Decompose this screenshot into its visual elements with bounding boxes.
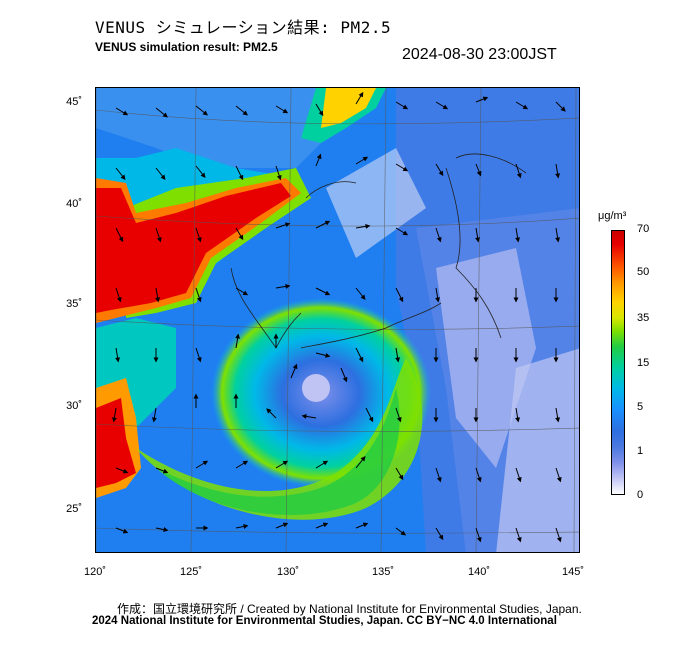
map-panel <box>95 87 580 553</box>
colorbar-label-1: 1 <box>637 445 644 457</box>
colorbar <box>611 230 625 495</box>
credit-line: 作成：国立環境研究所 / Created by National Institu… <box>117 602 582 616</box>
colorbar-label-0: 0 <box>637 489 644 501</box>
lon-tick-145: 145˚ <box>561 566 585 578</box>
license-line: 2024 National Institute for Environmenta… <box>92 615 557 627</box>
pm25-field <box>96 88 579 552</box>
title-en: VENUS simulation result: PM2.5 <box>95 40 278 54</box>
lat-tick-25: 25˚ <box>66 503 82 515</box>
lat-tick-40: 40˚ <box>66 198 82 210</box>
colorbar-label-70: 70 <box>637 223 650 235</box>
lon-tick-120: 120˚ <box>83 566 107 578</box>
timestamp: 2024-08-30 23:00JST <box>402 46 557 63</box>
colorbar-label-50: 50 <box>637 266 650 278</box>
colorbar-label-15: 15 <box>637 357 650 369</box>
colorbar-label-5: 5 <box>637 401 644 413</box>
lat-tick-35: 35˚ <box>66 298 82 310</box>
title-jp: VENUS シミュレーション結果: PM2.5 <box>95 18 392 37</box>
lat-tick-30: 30˚ <box>66 400 82 412</box>
colorbar-label-35: 35 <box>637 312 650 324</box>
lon-tick-135: 135˚ <box>371 566 395 578</box>
lon-tick-125: 125˚ <box>179 566 203 578</box>
lat-tick-45: 45˚ <box>66 96 82 108</box>
colorbar-unit: μg/m³ <box>598 210 627 222</box>
lon-tick-140: 140˚ <box>467 566 491 578</box>
lon-tick-130: 130˚ <box>276 566 300 578</box>
